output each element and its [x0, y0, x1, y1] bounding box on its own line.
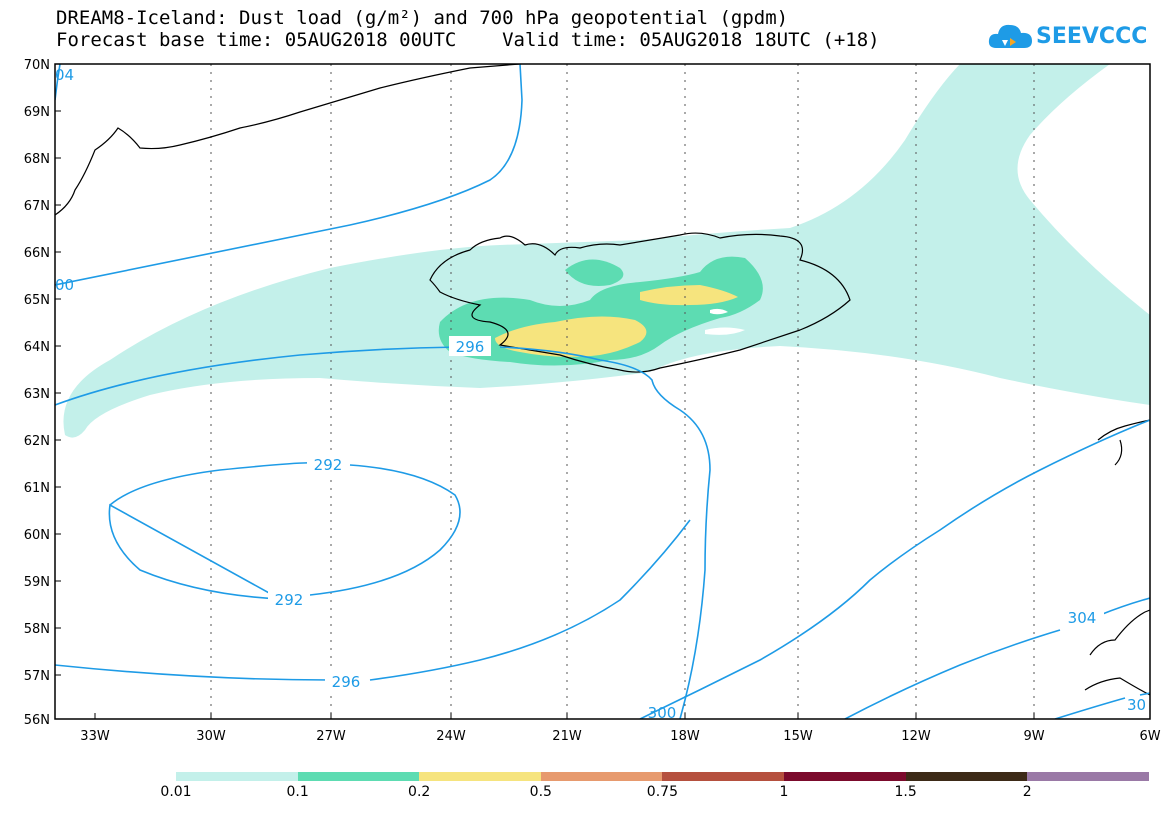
- lon-label: 9W: [1023, 729, 1044, 744]
- cloud-logo-icon: [988, 24, 1032, 48]
- lat-label: 66N: [24, 246, 50, 261]
- lat-label: 70N: [24, 58, 50, 73]
- colorbar-swatch: [1027, 772, 1150, 781]
- lat-label: 68N: [24, 152, 50, 167]
- contour-292: [108, 462, 461, 600]
- geopotential-contours: [55, 64, 1150, 719]
- contour-308-se: [1054, 692, 1150, 719]
- contour-label-30x-se: 30: [1127, 696, 1146, 714]
- lat-label: 58N: [24, 622, 50, 637]
- seevccc-logo: SEEVCCC: [988, 18, 1147, 58]
- lat-label: 56N: [24, 713, 50, 728]
- lon-label: 33W: [80, 729, 110, 744]
- contour-300: [55, 64, 523, 286]
- colorbar-label: 2: [1022, 784, 1032, 800]
- colorbar-swatch: [297, 772, 420, 781]
- longitude-labels: 33W 30W 27W 24W 21W 18W 15W 12W 9W 6W: [80, 729, 1160, 744]
- lat-label: 62N: [24, 434, 50, 449]
- map-title-line1: DREAM8-Iceland: Dust load (g/m²) and 700…: [56, 7, 789, 29]
- contour-label-292-top: 292: [314, 456, 343, 474]
- map-frame: [54, 63, 1151, 720]
- contour-label-296-south: 296: [332, 673, 361, 691]
- dust-plume-0.1-north: [565, 259, 624, 286]
- lat-label: 59N: [24, 575, 50, 590]
- contour-label-300-west: 00: [55, 276, 74, 294]
- coastlines: [55, 64, 1150, 696]
- colorbar-swatch: [784, 772, 907, 781]
- lon-label: 21W: [552, 729, 582, 744]
- colorbar-swatch: [662, 772, 785, 781]
- lat-label: 60N: [24, 528, 50, 543]
- lat-label: 67N: [24, 199, 50, 214]
- contour-label-296-west: 296: [456, 338, 485, 356]
- colorbar-swatch: [905, 772, 1028, 781]
- dust-plume-0.01: [63, 64, 1150, 438]
- contour-label-292-bottom: 292: [275, 591, 304, 609]
- colorbar-swatch: [419, 772, 542, 781]
- colorbar-label: 1.5: [894, 784, 917, 800]
- map-title-line2: Forecast base time: 05AUG2018 00UTC Vali…: [56, 29, 880, 51]
- axis-ticks: [55, 63, 1035, 719]
- lon-label: 15W: [783, 729, 813, 744]
- dust-plume-0.2-south: [495, 316, 647, 357]
- colorbar-swatch: [176, 772, 299, 781]
- contour-label-300-south: 300: [648, 704, 677, 722]
- lon-label: 27W: [316, 729, 346, 744]
- colorbar-label: 0.75: [646, 784, 678, 800]
- lon-label: 12W: [901, 729, 931, 744]
- colorbar-label: 0.5: [529, 784, 552, 800]
- faroe-scotland-coast: [1097, 419, 1150, 441]
- contour-304-east: [844, 597, 1150, 719]
- greenland-coast: [55, 64, 521, 216]
- contour-labels: 292 292 296 296 300 304 00 04 30: [55, 66, 1146, 722]
- latitude-labels: 70N 69N 68N 67N 66N 65N 64N 63N 62N 61N …: [24, 58, 50, 728]
- contour-label-304-nw: 04: [55, 66, 74, 84]
- lat-label: 69N: [24, 105, 50, 120]
- lat-label: 65N: [24, 293, 50, 308]
- logo-text: SEEVCCC: [1036, 24, 1148, 49]
- colorbar-label: 0.1: [286, 784, 309, 800]
- colorbar-label: 0.2: [408, 784, 431, 800]
- lat-label: 63N: [24, 387, 50, 402]
- dust-shading: [63, 64, 1150, 438]
- contour-296: [55, 346, 711, 719]
- colorbar-swatch: [540, 772, 663, 781]
- contour-300-south: [639, 419, 1150, 719]
- lon-label: 24W: [436, 729, 466, 744]
- lon-label: 6W: [1139, 729, 1160, 744]
- lat-label: 57N: [24, 669, 50, 684]
- colorbar-label: 0.01: [160, 784, 192, 800]
- lat-label: 61N: [24, 481, 50, 496]
- colorbar-label: 1: [779, 784, 789, 800]
- graticule: [210, 64, 1035, 719]
- contour-296-south: [55, 519, 691, 681]
- dust-plume-0.2-north: [640, 285, 738, 306]
- lat-label: 64N: [24, 340, 50, 355]
- contour-label-304-east: 304: [1068, 609, 1097, 627]
- iceland-coast: [429, 232, 851, 373]
- lon-label: 18W: [670, 729, 700, 744]
- lon-label: 30W: [196, 729, 226, 744]
